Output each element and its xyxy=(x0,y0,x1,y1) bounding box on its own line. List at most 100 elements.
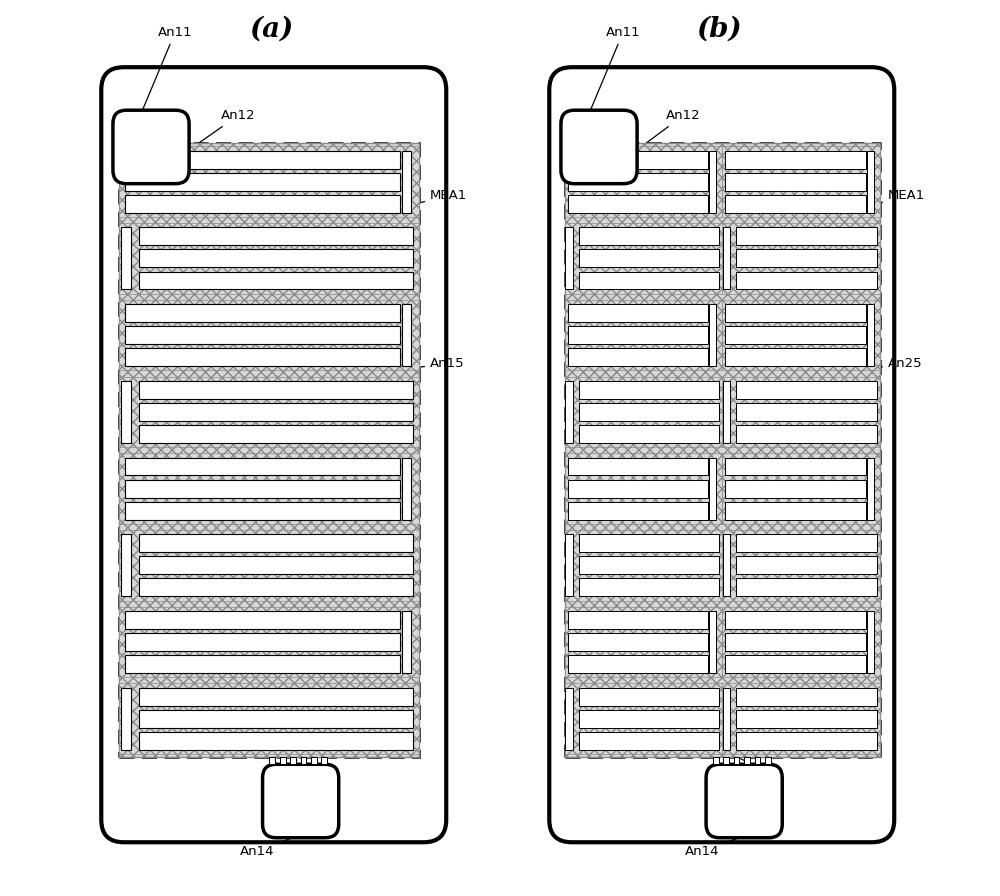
Bar xyxy=(139,688,413,705)
Bar xyxy=(565,684,722,754)
FancyBboxPatch shape xyxy=(101,67,446,842)
Bar xyxy=(709,458,716,520)
Bar xyxy=(568,479,708,497)
Text: (a): (a) xyxy=(249,15,294,42)
Bar xyxy=(744,757,750,764)
Bar xyxy=(765,757,771,764)
Bar xyxy=(723,534,730,597)
Text: An13: An13 xyxy=(240,732,297,760)
Bar xyxy=(119,223,419,294)
Bar xyxy=(725,304,866,322)
Bar xyxy=(119,143,419,757)
Bar xyxy=(402,151,411,212)
Bar xyxy=(709,151,716,212)
Bar xyxy=(579,228,719,246)
Bar xyxy=(139,249,413,267)
Bar xyxy=(755,757,760,764)
Bar xyxy=(579,710,719,728)
Bar xyxy=(722,530,880,600)
Bar xyxy=(565,223,722,294)
Bar xyxy=(565,376,722,447)
FancyBboxPatch shape xyxy=(706,764,782,838)
Text: An12: An12 xyxy=(638,109,700,149)
Bar xyxy=(402,304,411,366)
Bar xyxy=(736,425,877,443)
Bar xyxy=(121,688,131,750)
Bar xyxy=(565,146,722,217)
Bar xyxy=(139,271,413,289)
Bar xyxy=(579,403,719,421)
Bar xyxy=(568,655,708,673)
Bar xyxy=(119,607,419,677)
Bar xyxy=(725,502,866,520)
Bar xyxy=(736,579,877,597)
Bar xyxy=(568,173,708,191)
Bar xyxy=(579,271,719,289)
FancyBboxPatch shape xyxy=(561,110,637,184)
Bar xyxy=(867,458,874,520)
Bar xyxy=(725,326,866,344)
FancyBboxPatch shape xyxy=(549,67,894,842)
Bar xyxy=(565,453,722,524)
Bar xyxy=(125,349,400,366)
Bar xyxy=(725,633,866,651)
Bar xyxy=(565,534,573,597)
Bar xyxy=(125,458,400,476)
Bar xyxy=(139,579,413,597)
Bar xyxy=(723,757,729,764)
Bar xyxy=(709,611,716,673)
Bar xyxy=(725,479,866,497)
Bar xyxy=(722,453,880,524)
Bar xyxy=(565,143,880,757)
Bar xyxy=(568,151,708,168)
Bar xyxy=(311,757,317,764)
Bar xyxy=(565,143,880,757)
Bar xyxy=(565,228,573,289)
FancyBboxPatch shape xyxy=(263,764,339,838)
Bar xyxy=(321,757,327,764)
Bar xyxy=(579,425,719,443)
Bar xyxy=(290,757,296,764)
Bar xyxy=(722,146,880,217)
Bar xyxy=(867,611,874,673)
Bar xyxy=(725,195,866,212)
Bar xyxy=(139,403,413,421)
Bar xyxy=(713,757,719,764)
Text: An11: An11 xyxy=(589,26,640,114)
Bar xyxy=(579,579,719,597)
Bar xyxy=(125,633,400,651)
Text: (b): (b) xyxy=(697,15,742,42)
Text: An12: An12 xyxy=(190,109,255,149)
Text: An15: An15 xyxy=(420,358,465,370)
Bar xyxy=(725,458,866,476)
FancyBboxPatch shape xyxy=(113,110,189,184)
Bar xyxy=(722,376,880,447)
Bar xyxy=(568,502,708,520)
Bar xyxy=(736,688,877,705)
Bar xyxy=(725,611,866,629)
Bar xyxy=(119,300,419,370)
Bar xyxy=(565,688,573,750)
Bar xyxy=(722,607,880,677)
Bar xyxy=(736,732,877,750)
Bar xyxy=(568,195,708,212)
Bar xyxy=(121,381,131,443)
Bar xyxy=(565,381,573,443)
Bar xyxy=(565,300,722,370)
Bar xyxy=(736,403,877,421)
Bar xyxy=(722,300,880,370)
Bar xyxy=(725,349,866,366)
Bar xyxy=(119,146,419,217)
Bar xyxy=(723,688,730,750)
Bar xyxy=(725,655,866,673)
Bar xyxy=(579,381,719,399)
Bar xyxy=(723,228,730,289)
Bar xyxy=(139,732,413,750)
Bar xyxy=(125,502,400,520)
Bar xyxy=(139,710,413,728)
Bar xyxy=(722,684,880,754)
Bar xyxy=(867,151,874,212)
Bar xyxy=(565,530,722,600)
Bar xyxy=(125,173,400,191)
Bar xyxy=(119,143,419,757)
